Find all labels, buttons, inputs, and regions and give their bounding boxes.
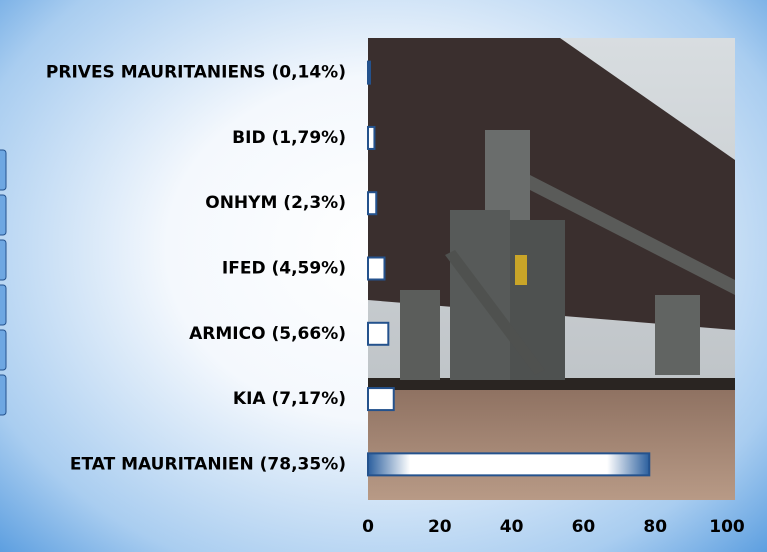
chart-page: 0 20 40 60 80 100 PRIVES MAURITANIENS (0,14%) B…: [0, 0, 767, 552]
x-tick-label: 60: [572, 517, 596, 537]
y-tick-label: PRIVES MAURITANIENS (0,14%): [46, 63, 346, 83]
bar: [368, 388, 394, 410]
background-photo: [368, 38, 735, 500]
left-decoration: [0, 150, 6, 415]
x-tick-label: 0: [362, 517, 374, 537]
bar: [368, 258, 384, 280]
x-tick-label: 80: [643, 517, 667, 537]
bar: [368, 127, 374, 149]
x-tick-label: 100: [709, 517, 745, 537]
y-tick-label: KIA (7,17%): [233, 389, 346, 409]
chart: 0 20 40 60 80 100 PRIVES MAURITANIENS (0,14%) B…: [0, 0, 767, 552]
bar: [368, 192, 376, 214]
y-tick-label: IFED (4,59%): [222, 259, 346, 279]
x-tick-label: 20: [428, 517, 452, 537]
bar: [368, 62, 370, 84]
y-tick-label: ARMICO (5,66%): [189, 324, 346, 344]
bar: [368, 323, 388, 345]
x-tick-label: 40: [500, 517, 524, 537]
bar: [368, 453, 649, 475]
y-tick-label: BID (1,79%): [232, 128, 346, 148]
y-tick-label: ONHYM (2,3%): [205, 193, 346, 213]
y-tick-label: ETAT MAURITANIEN (78,35%): [70, 454, 346, 474]
